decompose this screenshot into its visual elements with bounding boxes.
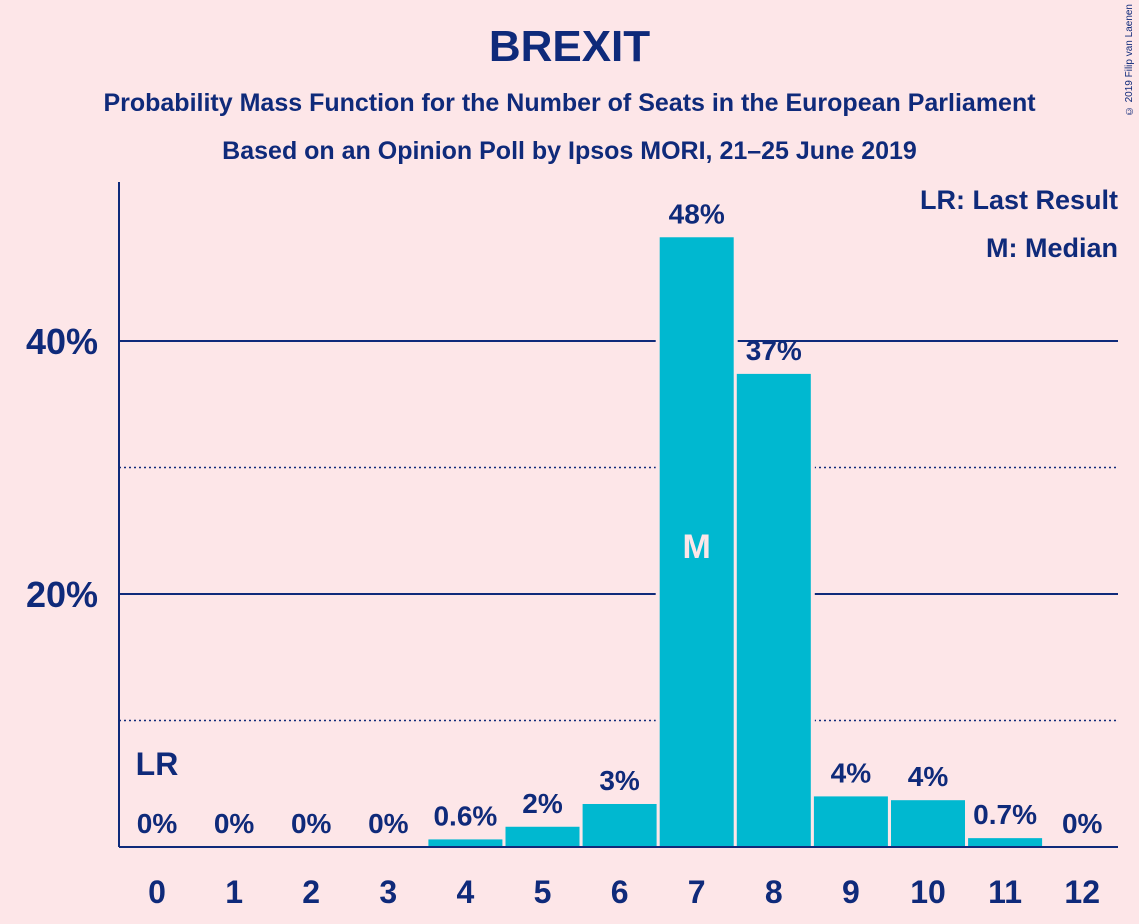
bar <box>582 803 657 847</box>
bar <box>736 373 811 847</box>
data-label: 0% <box>368 808 409 839</box>
bar <box>813 796 888 847</box>
chart-title: BREXIT <box>488 22 651 71</box>
legend-median: M: Median <box>986 233 1118 263</box>
data-label: 37% <box>746 335 802 366</box>
data-label: 0.7% <box>973 799 1037 830</box>
legend-last-result: LR: Last Result <box>920 185 1118 215</box>
last-result-marker: LR <box>136 746 179 782</box>
chart-subtitle-2: Based on an Opinion Poll by Ipsos MORI, … <box>222 137 917 165</box>
data-label: 0.6% <box>433 800 497 831</box>
median-marker: M <box>683 528 711 566</box>
x-tick-label: 0 <box>148 874 166 910</box>
x-tick-label: 10 <box>910 874 946 910</box>
data-label: 2% <box>522 788 563 819</box>
data-label: 0% <box>214 808 255 839</box>
x-tick-label: 4 <box>457 874 475 910</box>
bar <box>968 838 1043 847</box>
x-tick-label: 12 <box>1064 874 1100 910</box>
x-tick-label: 11 <box>988 874 1022 910</box>
x-tick-label: 8 <box>765 874 783 910</box>
y-tick-label: 20% <box>26 574 98 615</box>
data-label: 0% <box>291 808 332 839</box>
x-tick-label: 9 <box>842 874 860 910</box>
data-label: 0% <box>1062 808 1103 839</box>
x-tick-label: 3 <box>379 874 397 910</box>
bar <box>891 800 965 847</box>
data-label: 4% <box>831 757 872 788</box>
data-label: 4% <box>908 761 949 792</box>
chart-subtitle-1: Probability Mass Function for the Number… <box>103 89 1036 117</box>
data-label: 0% <box>137 808 178 839</box>
data-label: 48% <box>669 198 725 229</box>
bar <box>505 826 580 847</box>
x-tick-label: 6 <box>611 874 629 910</box>
x-tick-label: 1 <box>225 874 243 910</box>
x-tick-label: 5 <box>534 874 552 910</box>
data-label: 3% <box>599 765 640 796</box>
y-tick-label: 40% <box>26 321 98 362</box>
x-tick-label: 2 <box>302 874 320 910</box>
bar <box>428 839 503 847</box>
x-tick-label: 7 <box>688 874 706 910</box>
bar <box>659 237 734 847</box>
